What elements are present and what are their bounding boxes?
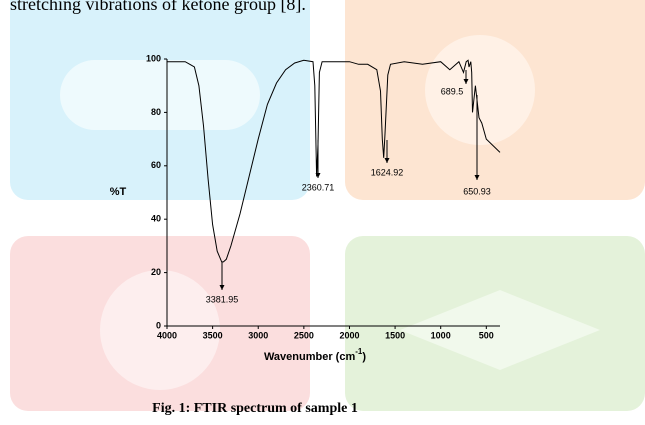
x-axis-label-sup: -1 [355,347,363,356]
annotation: 689.5 [441,86,464,96]
annotation-arrowhead [463,79,469,84]
x-tick-label: 2000 [339,330,359,340]
annotation-arrowhead [219,285,225,290]
annotation-arrowhead [315,173,321,178]
y-tick-label: 100 [146,53,161,63]
x-tick-label: 3500 [203,330,223,340]
y-tick-label: 0 [156,320,161,330]
annotation: 650.93 [463,186,491,196]
annotation-arrowhead [474,175,480,180]
x-tick-label: 1000 [431,330,451,340]
y-tick-label: 40 [151,214,161,224]
x-tick-label: 4000 [157,330,177,340]
watermark [10,0,645,411]
body-text: stretching vibrations of ketone group [8… [10,0,306,14]
x-axis-label-text: Wavenumber (cm [264,351,356,363]
y-axis-label: %T [110,186,127,198]
spectrum-line [167,59,501,263]
x-tick-label: 3000 [248,330,268,340]
y-tick-label: 20 [151,267,161,277]
y-tick-label: 60 [151,160,161,170]
x-tick-label: 1500 [385,330,405,340]
figure-caption: Fig. 1: FTIR spectrum of sample 1 [152,401,358,416]
annotation: 3381.95 [206,294,239,304]
y-tick-label: 80 [151,107,161,117]
x-tick-label: 2500 [294,330,314,340]
x-tick-label: 500 [479,330,494,340]
annotation-arrowhead [384,158,390,163]
x-axis-label-text: ) [362,351,366,363]
annotation: 2360.71 [302,182,335,192]
x-axis-label: Wavenumber (cm-1) [264,347,366,363]
annotation: 1624.92 [371,167,404,177]
